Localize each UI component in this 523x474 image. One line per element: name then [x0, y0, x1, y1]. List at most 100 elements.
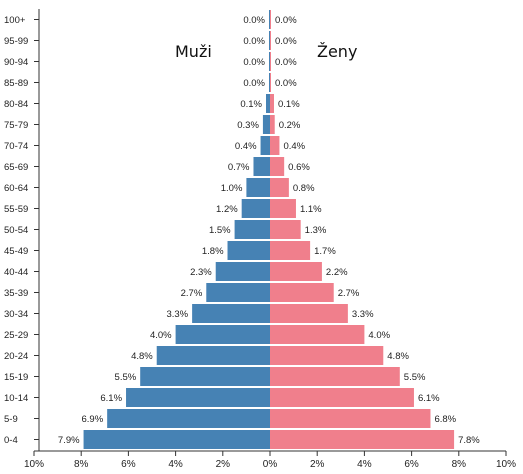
bar-female-55-59	[270, 199, 296, 218]
x-tick-label-9: 8%	[452, 459, 467, 470]
x-tick-label-10: 10%	[496, 459, 516, 470]
value-label-female-15-19: 5.5%	[404, 372, 426, 383]
value-label-female-60-64: 0.8%	[293, 183, 315, 194]
value-label-male-35-39: 2.7%	[181, 288, 203, 299]
age-labels-group: 0-4 5-9 10-14 15-19 20-24 25-29 30-34 35-39 40-4…	[4, 15, 28, 446]
x-tick-label-4: 2%	[216, 459, 231, 470]
age-label-45-49: 45-49	[4, 246, 28, 257]
age-label-50-54: 50-54	[4, 225, 28, 236]
bar-female-80-84	[270, 94, 274, 113]
bar-female-75-79	[270, 115, 275, 134]
bar-female-70-74	[270, 136, 280, 155]
value-label-male-50-54: 1.5%	[209, 225, 231, 236]
value-label-male-90-94: 0.0%	[243, 57, 265, 68]
legend-female: Ženy	[317, 42, 357, 61]
x-tick-label-1: 8%	[74, 459, 89, 470]
x-tick-label-6: 2%	[310, 459, 325, 470]
value-label-male-10-14: 6.1%	[100, 393, 122, 404]
bar-male-100+	[269, 10, 270, 29]
bar-male-55-59	[241, 199, 270, 218]
x-axis: 10% 8% 6% 4% 2% 0% 2% 4% 6% 8% 10%	[24, 9, 516, 470]
bar-male-10-14	[126, 388, 270, 407]
age-label-5-9: 5-9	[4, 414, 18, 425]
value-label-female-0-4: 7.8%	[458, 435, 480, 446]
bar-male-80-84	[266, 94, 270, 113]
x-tick-label-2: 6%	[121, 459, 136, 470]
age-label-35-39: 35-39	[4, 288, 28, 299]
value-label-male-30-34: 3.3%	[166, 309, 188, 320]
age-label-55-59: 55-59	[4, 204, 28, 215]
age-label-20-24: 20-24	[4, 351, 28, 362]
bar-male-90-94	[269, 52, 270, 71]
value-label-male-55-59: 1.2%	[216, 204, 238, 215]
bar-male-40-44	[215, 262, 270, 281]
bar-female-35-39	[270, 283, 334, 302]
bar-female-95-99	[270, 31, 271, 50]
age-label-65-69: 65-69	[4, 162, 28, 173]
bar-male-95-99	[269, 31, 270, 50]
age-label-25-29: 25-29	[4, 330, 28, 341]
value-label-female-65-69: 0.6%	[288, 162, 310, 173]
bar-female-50-54	[270, 220, 301, 239]
value-label-female-25-29: 4.0%	[368, 330, 390, 341]
x-tick-label-5: 0%	[263, 459, 278, 470]
value-label-female-80-84: 0.1%	[278, 99, 300, 110]
value-label-male-40-44: 2.3%	[190, 267, 212, 278]
bar-female-5-9	[270, 409, 431, 428]
x-tick-label-7: 4%	[357, 459, 372, 470]
age-label-30-34: 30-34	[4, 309, 28, 320]
value-label-male-15-19: 5.5%	[115, 372, 137, 383]
bar-female-10-14	[270, 388, 414, 407]
bar-female-20-24	[270, 346, 384, 365]
bar-male-5-9	[107, 409, 270, 428]
bar-female-90-94	[270, 52, 271, 71]
value-label-female-30-34: 3.3%	[352, 309, 374, 320]
value-label-male-70-74: 0.4%	[235, 141, 257, 152]
value-label-female-50-54: 1.3%	[305, 225, 327, 236]
bar-male-60-64	[246, 178, 270, 197]
bar-male-15-19	[140, 367, 270, 386]
bar-female-30-34	[270, 304, 348, 323]
value-label-male-5-9: 6.9%	[82, 414, 104, 425]
bar-male-30-34	[192, 304, 270, 323]
value-label-male-100+: 0.0%	[243, 15, 265, 26]
value-label-male-60-64: 1.0%	[221, 183, 243, 194]
bar-female-85-89	[270, 73, 271, 92]
value-label-female-5-9: 6.8%	[434, 414, 456, 425]
value-label-female-100+: 0.0%	[275, 15, 297, 26]
age-label-80-84: 80-84	[4, 99, 28, 110]
bar-female-25-29	[270, 325, 365, 344]
bars-group	[83, 10, 455, 449]
bar-male-45-49	[227, 241, 270, 260]
bar-female-100+	[270, 10, 271, 29]
bar-male-35-39	[206, 283, 270, 302]
value-label-male-0-4: 7.9%	[58, 435, 80, 446]
bar-male-65-69	[253, 157, 270, 176]
value-label-male-75-79: 0.3%	[237, 120, 259, 131]
bar-female-45-49	[270, 241, 311, 260]
value-label-female-75-79: 0.2%	[279, 120, 301, 131]
value-label-female-55-59: 1.1%	[300, 204, 322, 215]
value-label-female-90-94: 0.0%	[275, 57, 297, 68]
bar-female-60-64	[270, 178, 289, 197]
bar-female-40-44	[270, 262, 322, 281]
x-tick-label-3: 4%	[168, 459, 183, 470]
value-label-female-85-89: 0.0%	[275, 78, 297, 89]
bar-male-20-24	[156, 346, 270, 365]
bar-male-0-4	[83, 430, 270, 449]
bar-female-0-4	[270, 430, 455, 449]
value-labels-group: 7.9% 7.8% 6.9% 6.8% 6.1% 6.1% 5.5% 5.5% 4.8% 4.8%…	[58, 15, 480, 446]
value-label-male-85-89: 0.0%	[243, 78, 265, 89]
age-label-10-14: 10-14	[4, 393, 28, 404]
bar-female-65-69	[270, 157, 285, 176]
bar-female-15-19	[270, 367, 400, 386]
bar-male-75-79	[262, 115, 270, 134]
x-tick-label-0: 10%	[24, 459, 44, 470]
value-label-female-70-74: 0.4%	[283, 141, 305, 152]
age-label-85-89: 85-89	[4, 78, 28, 89]
value-label-male-25-29: 4.0%	[150, 330, 172, 341]
age-label-75-79: 75-79	[4, 120, 28, 131]
bar-male-50-54	[234, 220, 270, 239]
age-label-70-74: 70-74	[4, 141, 28, 152]
